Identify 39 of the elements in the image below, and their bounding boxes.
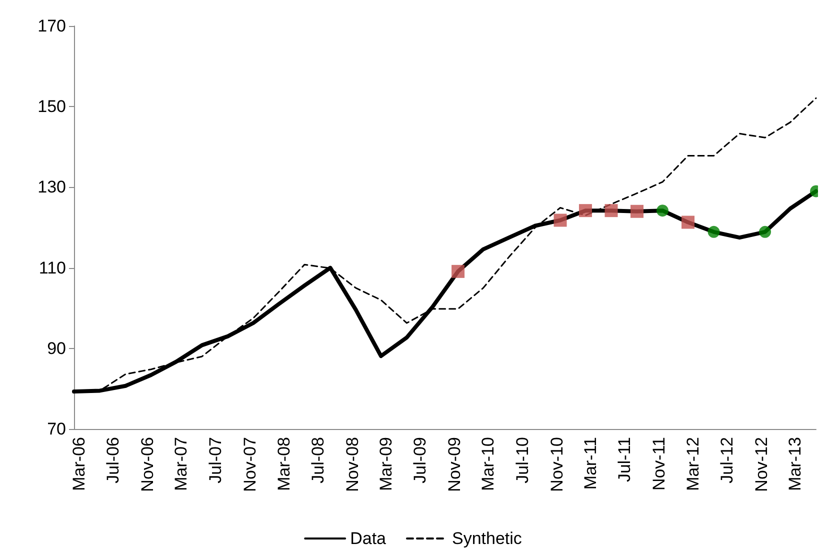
x-tick-label: Mar-10 bbox=[478, 437, 498, 491]
x-tick-label: Mar-06 bbox=[70, 437, 88, 491]
x-tick-label: Mar-12 bbox=[683, 437, 702, 491]
x-tick-label: Jul-09 bbox=[410, 437, 430, 484]
x-tick-label: Mar-13 bbox=[786, 437, 805, 491]
point bbox=[604, 204, 618, 218]
x-tick-label: Jul-06 bbox=[104, 437, 123, 484]
point bbox=[759, 226, 772, 238]
y-tick-label: 150 bbox=[38, 97, 66, 116]
x-tick-label: Jul-10 bbox=[512, 437, 532, 484]
x-tick-label: Jul-07 bbox=[206, 437, 225, 484]
x-tick-label: Nov-11 bbox=[650, 437, 669, 491]
x-tick-label: Jul-08 bbox=[308, 437, 328, 484]
x-tick-label: Nov-07 bbox=[240, 437, 260, 492]
legend-label: Data bbox=[350, 529, 387, 548]
x-tick-label: Nov-08 bbox=[342, 437, 362, 492]
x-tick-label: Nov-06 bbox=[138, 437, 158, 492]
point bbox=[708, 226, 720, 238]
point bbox=[578, 204, 592, 218]
point bbox=[656, 204, 668, 217]
y-tick-label: 110 bbox=[38, 258, 66, 278]
y-tick-label: 170 bbox=[38, 16, 66, 36]
x-tick-label: Jul-12 bbox=[718, 437, 737, 484]
x-tick-label: Jul-11 bbox=[615, 437, 634, 482]
y-tick-label: 70 bbox=[47, 420, 66, 438]
point bbox=[630, 204, 644, 218]
x-tick-label: Mar-11 bbox=[580, 437, 600, 490]
point bbox=[681, 216, 694, 229]
x-tick-label: Mar-09 bbox=[376, 437, 396, 491]
x-tick-label: Mar-08 bbox=[274, 437, 294, 491]
y-tick-label: 130 bbox=[38, 178, 66, 197]
point bbox=[452, 264, 465, 278]
point bbox=[554, 214, 567, 227]
x-tick-label: Mar-07 bbox=[172, 437, 191, 491]
legend-label: Synthetic bbox=[452, 529, 522, 548]
x-tick-label: Nov-12 bbox=[752, 437, 772, 492]
x-tick-label: Nov-10 bbox=[547, 437, 566, 492]
x-tick-label: Nov-09 bbox=[445, 437, 464, 492]
y-tick-label: 90 bbox=[47, 338, 66, 358]
